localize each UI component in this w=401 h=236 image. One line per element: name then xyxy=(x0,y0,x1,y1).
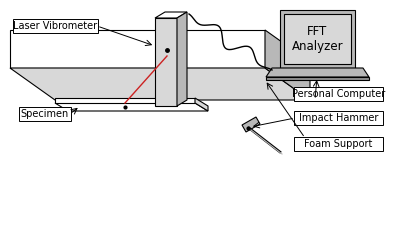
Polygon shape xyxy=(55,98,194,103)
Polygon shape xyxy=(241,117,259,132)
Polygon shape xyxy=(55,103,207,111)
Text: Impact Hammer: Impact Hammer xyxy=(298,113,377,123)
Polygon shape xyxy=(265,68,368,77)
Polygon shape xyxy=(279,10,354,68)
Polygon shape xyxy=(283,14,350,64)
Polygon shape xyxy=(10,68,309,100)
Polygon shape xyxy=(155,18,176,106)
Text: Personal Computer: Personal Computer xyxy=(291,89,384,99)
Text: Foam Support: Foam Support xyxy=(304,139,372,149)
Polygon shape xyxy=(10,30,264,68)
Polygon shape xyxy=(264,30,309,100)
FancyBboxPatch shape xyxy=(293,87,382,101)
Text: Laser Vibrometer: Laser Vibrometer xyxy=(13,21,97,31)
Text: FFT
Analyzer: FFT Analyzer xyxy=(291,25,342,53)
FancyBboxPatch shape xyxy=(293,137,382,151)
Text: Specimen: Specimen xyxy=(21,109,69,119)
FancyBboxPatch shape xyxy=(13,19,98,33)
Polygon shape xyxy=(194,98,207,111)
Polygon shape xyxy=(265,77,368,80)
FancyBboxPatch shape xyxy=(19,107,71,121)
FancyBboxPatch shape xyxy=(293,111,382,125)
Polygon shape xyxy=(155,12,186,18)
Polygon shape xyxy=(176,12,186,106)
